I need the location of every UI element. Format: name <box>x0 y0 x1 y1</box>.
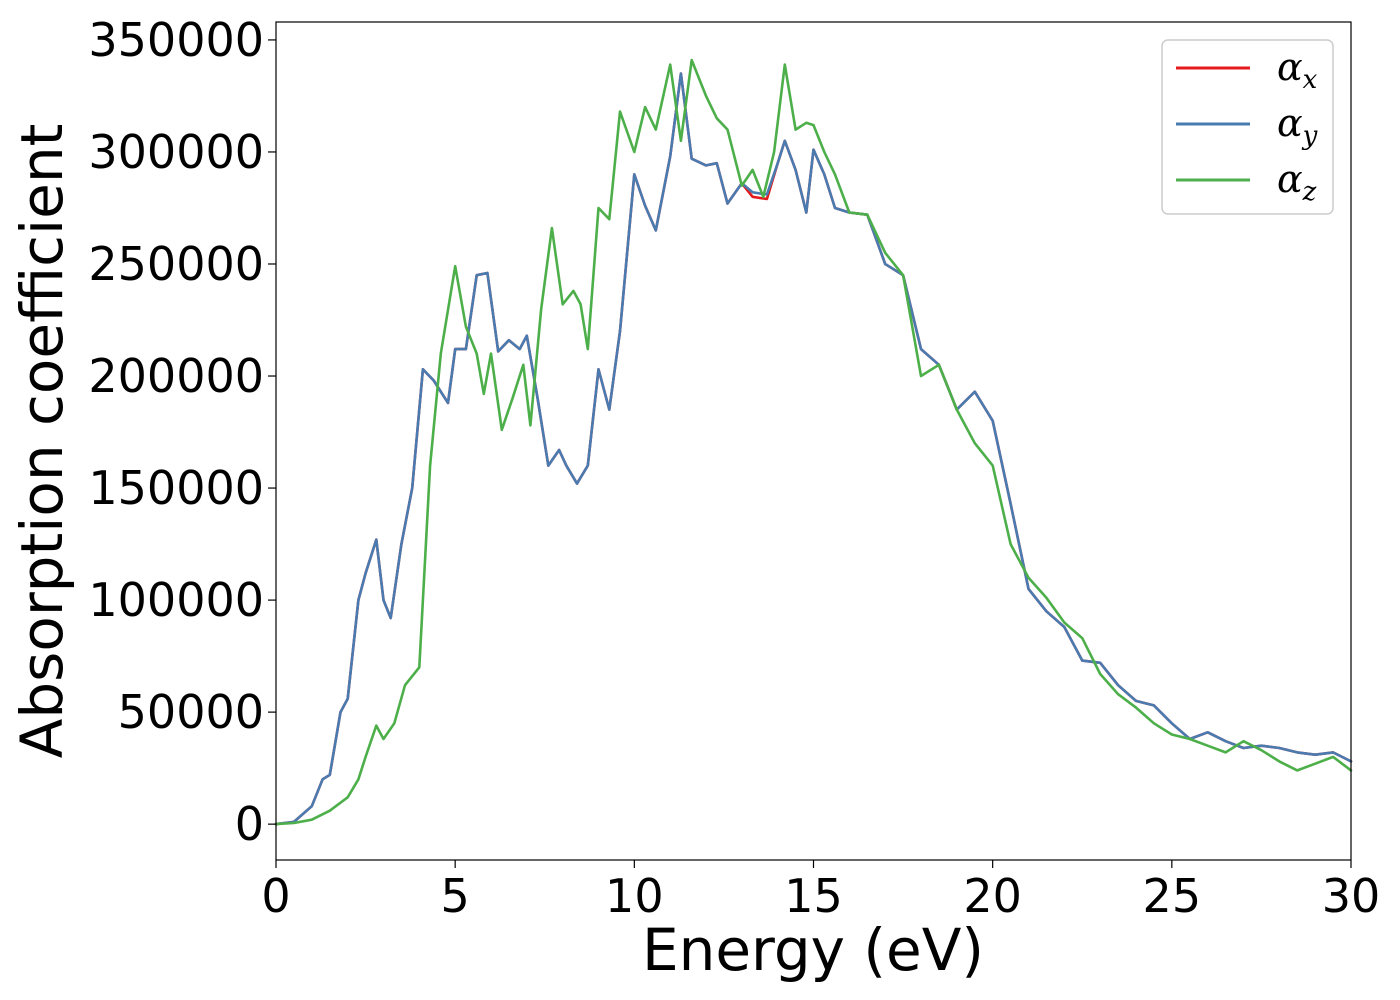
x-tick-label: 0 <box>261 869 290 923</box>
y-tick-label: 100000 <box>88 573 264 627</box>
y-tick-label: 350000 <box>88 13 264 67</box>
y-tick-label: 0 <box>235 797 264 851</box>
x-tick-label: 10 <box>605 869 664 923</box>
legend-box <box>1161 39 1334 215</box>
x-axis: 0 5 10 15 20 25 30 <box>261 860 1380 923</box>
series-line-z <box>274 58 1353 826</box>
y-tick-label: 200000 <box>88 349 264 403</box>
x-tick-label: 30 <box>1322 869 1381 923</box>
y-tick-label: 50000 <box>118 685 264 739</box>
x-axis-label: Energy (eV) <box>642 916 984 984</box>
y-axis-label: Absorption coefficient <box>8 124 76 759</box>
y-tick-label: 250000 <box>88 237 264 291</box>
x-tick-label: 20 <box>963 869 1022 923</box>
x-tick-label: 5 <box>441 869 470 923</box>
x-tick-label: 25 <box>1143 869 1202 923</box>
series-layer <box>274 58 1353 826</box>
y-tick-label: 300000 <box>88 125 264 179</box>
series-line-y <box>274 72 1353 826</box>
y-axis: 0 50000 100000 150000 200000 250000 300000 3500… <box>88 13 276 851</box>
x-tick-label: 15 <box>784 869 843 923</box>
y-tick-label: 150000 <box>88 461 264 515</box>
